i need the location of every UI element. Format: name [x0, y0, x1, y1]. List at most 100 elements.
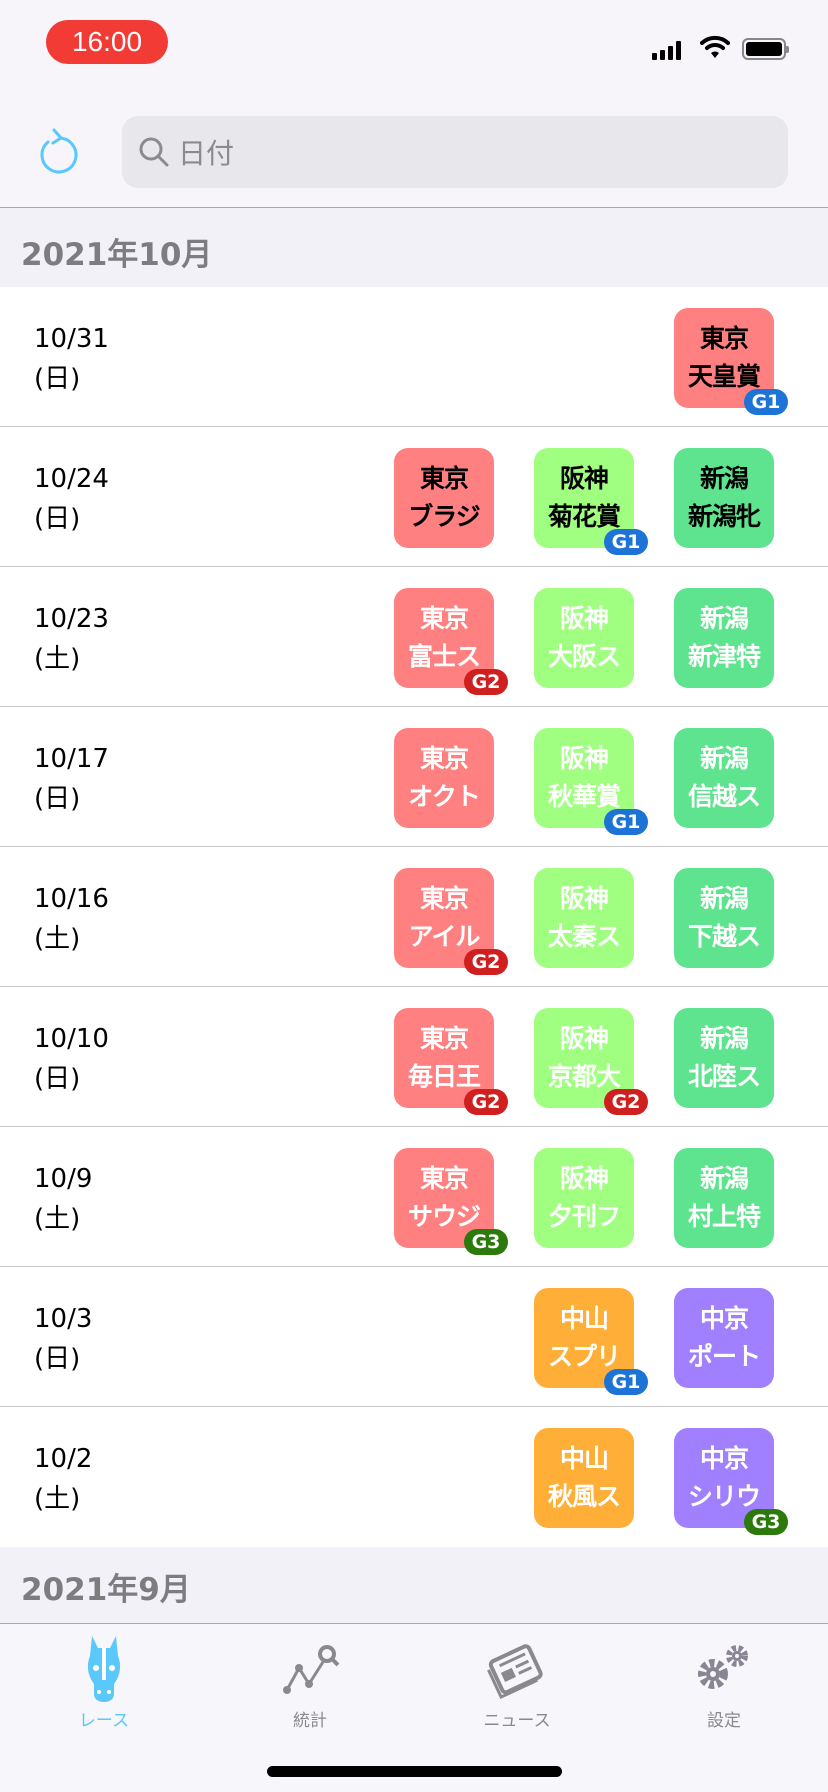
date-label: 10/16 [34, 884, 109, 914]
race-chip[interactable]: 東京 サウジ G3 [394, 1148, 508, 1255]
race-name: 京都大 [547, 1062, 621, 1091]
venue-label: 阪神 [559, 464, 609, 493]
race-date: 10/24 (日) [34, 459, 109, 539]
race-name: 北陸ス [687, 1062, 761, 1091]
venue-label: 新潟 [699, 884, 749, 913]
wifi-icon [700, 35, 730, 58]
race-day-list: 10/31 (日) 東京 天皇賞 G1 10/24 (日) 東京 ブラジ 阪神 菊花賞 G1 新潟 新潟牝… [0, 287, 828, 1547]
race-chip[interactable]: 新潟 新津特 [674, 588, 774, 688]
race-chip[interactable]: 東京 オクト [394, 728, 494, 828]
race-chip[interactable]: 中京 シリウ G3 [674, 1428, 788, 1535]
tab-stats[interactable]: 統計 [240, 1632, 380, 1731]
race-name: アイル [408, 922, 481, 951]
venue-label: 東京 [419, 744, 469, 773]
weekday-label: (日) [34, 1064, 81, 1094]
venue-label: 阪神 [559, 744, 609, 773]
race-chip[interactable]: 中山 スプリ G1 [534, 1288, 648, 1395]
header-divider [0, 207, 828, 208]
race-name: 新潟牝 [687, 502, 761, 531]
venue-label: 東京 [419, 884, 469, 913]
date-label: 10/23 [34, 604, 109, 634]
race-name: 新津特 [687, 642, 761, 671]
tab-bar: レース 統計 ニュース 設定 [0, 1623, 828, 1792]
venue-label: 東京 [419, 1024, 469, 1053]
refresh-icon[interactable] [34, 124, 80, 174]
race-date: 10/31 (日) [34, 319, 109, 399]
race-chip[interactable]: 阪神 秋華賞 G1 [534, 728, 648, 835]
race-chip[interactable]: 中山 秋風ス [534, 1428, 634, 1528]
race-chip[interactable]: 阪神 太秦ス [534, 868, 634, 968]
race-chip[interactable]: 新潟 信越ス [674, 728, 774, 828]
tab-race[interactable]: レース [34, 1632, 174, 1731]
race-date: 10/17 (日) [34, 739, 109, 819]
race-chip[interactable]: 阪神 夕刊フ [534, 1148, 634, 1248]
date-label: 10/31 [34, 324, 109, 354]
gears-icon [698, 1645, 748, 1689]
tab-settings[interactable]: 設定 [654, 1632, 794, 1731]
grade-badge: G2 [464, 949, 508, 975]
newspaper-icon [487, 1644, 543, 1700]
venue-label: 阪神 [559, 1024, 609, 1053]
race-name: 信越ス [687, 782, 761, 811]
race-chip[interactable]: 東京 天皇賞 G1 [674, 308, 788, 415]
weekday-label: (土) [34, 924, 81, 954]
race-name: 村上特 [687, 1202, 761, 1231]
race-date: 10/16 (土) [34, 879, 109, 959]
venue-label: 中京 [699, 1444, 749, 1473]
search-placeholder: 日付 [178, 137, 235, 170]
race-chip[interactable]: 東京 富士ス G2 [394, 588, 508, 695]
battery-icon [742, 38, 789, 60]
home-indicator[interactable] [267, 1766, 562, 1777]
race-day-row: 10/2 (土) 中山 秋風ス 中京 シリウ G3 [0, 1407, 828, 1547]
weekday-label: (土) [34, 644, 81, 674]
race-chip[interactable]: 東京 ブラジ [394, 448, 494, 548]
race-chip[interactable]: 新潟 新潟牝 [674, 448, 774, 548]
weekday-label: (土) [34, 1204, 81, 1234]
venue-label: 東京 [419, 464, 469, 493]
grade-badge: G2 [464, 1089, 508, 1115]
race-day-row: 10/31 (日) 東京 天皇賞 G1 [0, 287, 828, 427]
weekday-label: (日) [34, 364, 81, 394]
tab-label: 統計 [293, 1711, 327, 1731]
venue-label: 東京 [699, 324, 749, 353]
race-chip[interactable]: 東京 毎日王 G2 [394, 1008, 508, 1115]
section-title: 2021年10月 [21, 237, 213, 273]
race-day-row: 10/3 (日) 中山 スプリ G1 中京 ポート [0, 1267, 828, 1407]
race-chip[interactable]: 東京アイル G2 [394, 868, 508, 975]
status-time: 16:00 [46, 20, 168, 64]
grade-badge: G2 [464, 669, 508, 695]
search-input[interactable]: 日付 [122, 116, 788, 188]
race-name: 秋風ス [547, 1482, 621, 1511]
venue-label: 阪神 [559, 1164, 609, 1193]
race-chip[interactable]: 中京 ポート [674, 1288, 774, 1388]
venue-label: 中京 [699, 1304, 749, 1333]
race-chip[interactable]: 阪神 菊花賞 G1 [534, 448, 648, 555]
race-chip[interactable]: 阪神京都大 G2 [534, 1008, 648, 1115]
race-name: シリウ [687, 1482, 761, 1511]
search-icon [139, 137, 169, 167]
date-label: 10/9 [34, 1164, 93, 1194]
race-day-row: 10/17 (日) 東京 オクト 阪神 秋華賞 G1 新潟 信越ス [0, 707, 828, 847]
race-chip[interactable]: 新潟 下越ス [674, 868, 774, 968]
signal-icon [652, 40, 681, 60]
weekday-label: (日) [34, 784, 81, 814]
tab-label: 設定 [707, 1711, 741, 1731]
race-name: オクト [408, 782, 481, 811]
race-chip[interactable]: 新潟 村上特 [674, 1148, 774, 1248]
chart-search-icon [283, 1645, 340, 1694]
grade-badge: G2 [604, 1089, 648, 1115]
race-name: 太秦ス [547, 922, 621, 951]
race-name: サウジ [407, 1202, 481, 1231]
tab-news[interactable]: ニュース [447, 1632, 587, 1731]
race-chip[interactable]: 新潟 北陸ス [674, 1008, 774, 1108]
date-label: 10/2 [34, 1444, 93, 1474]
venue-label: 東京 [419, 604, 469, 633]
date-label: 10/24 [34, 464, 109, 494]
race-chip[interactable]: 阪神 大阪ス [534, 588, 634, 688]
venue-label: 新潟 [699, 1164, 749, 1193]
venue-label: 東京 [419, 1164, 469, 1193]
race-name: ブラジ [408, 502, 481, 531]
date-label: 10/10 [34, 1024, 109, 1054]
venue-label: 新潟 [699, 1024, 749, 1053]
race-name: スプリ [547, 1342, 621, 1371]
